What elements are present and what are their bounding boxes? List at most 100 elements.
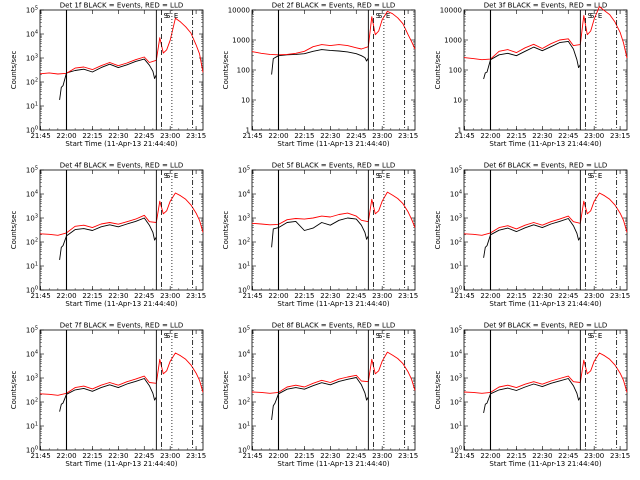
y-axis-label: Counts/sec [222, 51, 230, 90]
y-tick-label: 102 [26, 78, 38, 87]
x-tick-label: 22:15 [294, 452, 314, 460]
y-tick-label: 102 [26, 398, 38, 407]
y-tick-label: 102 [450, 238, 462, 247]
x-tick-label: 22:30 [320, 452, 340, 460]
y-tick-label: 1000 [232, 37, 250, 45]
series-events-line [271, 217, 369, 248]
y-tick-label: 105 [238, 326, 250, 335]
plot-frame [251, 169, 416, 291]
marker-annotation: S [164, 12, 169, 20]
panel-title: Det 9f BLACK = Events, RED = LLD [484, 322, 607, 330]
x-tick-label: 23:00 [584, 292, 604, 300]
series-events-line [483, 40, 581, 80]
panel-title: Det 6f BLACK = Events, RED = LLD [484, 162, 607, 170]
y-tick-label: 101 [450, 262, 462, 271]
marker-annotation: S [378, 172, 383, 180]
y-tick-label: 10000 [228, 7, 250, 15]
y-tick-label: 1 [246, 127, 250, 135]
y-tick-label: 10 [453, 97, 462, 105]
chart-panel-6: Det 6f BLACK = Events, RED = LLD 100 101 10… [434, 162, 630, 309]
x-tick-label: 23:15 [610, 292, 630, 300]
x-tick-label: 22:15 [82, 292, 102, 300]
series-lld-line [39, 352, 204, 396]
y-tick-label: 105 [238, 166, 250, 175]
y-tick-label: 103 [26, 54, 38, 63]
marker-annotation: E [386, 172, 390, 180]
x-tick-label: 23:15 [398, 132, 418, 140]
y-tick-label: 100 [238, 286, 250, 295]
y-tick-label: 101 [26, 422, 38, 431]
marker-annotation: E [598, 12, 602, 20]
panel-title: Det 1f BLACK = Events, RED = LLD [60, 2, 183, 10]
y-tick-label: 101 [26, 262, 38, 271]
x-axis-label: Start Time (11-Apr-13 21:44:40) [277, 460, 389, 468]
y-tick-label: 100 [26, 286, 38, 295]
y-tick-label: 105 [26, 166, 38, 175]
series-events-line [59, 217, 157, 260]
series-events-line [59, 58, 157, 100]
x-tick-label: 23:00 [584, 452, 604, 460]
marker-annotation: S [376, 12, 381, 20]
y-axis-label: Counts/sec [434, 371, 442, 410]
chart-panel-1: Det 1f BLACK = Events, RED = LLD 100 101 10… [10, 2, 206, 149]
series-events-line [483, 378, 581, 413]
y-tick-label: 105 [26, 326, 38, 335]
x-tick-label: 22:00 [56, 292, 76, 300]
y-tick-label: 100 [237, 67, 250, 75]
marker-annotation: S [588, 332, 593, 340]
x-tick-label: 22:00 [268, 132, 288, 140]
series-lld-line [251, 10, 416, 56]
x-tick-label: 22:15 [506, 452, 526, 460]
chart-panel-5: Det 5f BLACK = Events, RED = LLD 100 101 10… [222, 162, 418, 309]
x-tick-label: 22:30 [532, 132, 552, 140]
x-tick-label: 22:00 [268, 292, 288, 300]
y-tick-label: 104 [450, 350, 462, 359]
panel-title: Det 4f BLACK = Events, RED = LLD [60, 162, 183, 170]
y-tick-label: 102 [450, 398, 462, 407]
chart-panel-7: Det 7f BLACK = Events, RED = LLD 100 101 10… [10, 322, 206, 469]
series-events-line [483, 218, 581, 258]
plot-frame [463, 329, 628, 451]
x-axis-label: Start Time (11-Apr-13 21:44:40) [65, 140, 177, 148]
series-lld-line [251, 351, 416, 394]
x-tick-label: 22:00 [268, 452, 288, 460]
series-lld-line [251, 191, 416, 228]
y-axis-label: Counts/sec [10, 371, 18, 410]
y-axis-label: Counts/sec [434, 211, 442, 250]
x-tick-label: 23:00 [584, 132, 604, 140]
series-lld-line [463, 192, 628, 236]
y-axis-label: Counts/sec [434, 51, 442, 90]
chart-panel-8: Det 8f BLACK = Events, RED = LLD 100 101 10… [222, 322, 418, 469]
x-tick-label: 22:00 [56, 452, 76, 460]
y-tick-label: 103 [450, 214, 462, 223]
x-tick-label: 22:30 [320, 132, 340, 140]
x-tick-label: 22:15 [506, 132, 526, 140]
x-axis-label: Start Time (11-Apr-13 21:44:40) [489, 140, 601, 148]
x-tick-label: 22:00 [480, 132, 500, 140]
x-tick-label: 22:15 [294, 292, 314, 300]
marker-annotation: E [174, 172, 178, 180]
series-lld-line [39, 192, 204, 236]
y-tick-label: 100 [26, 126, 38, 135]
y-tick-label: 100 [26, 446, 38, 455]
y-tick-label: 104 [26, 350, 38, 359]
x-tick-label: 23:00 [372, 132, 392, 140]
x-tick-label: 21:45 [454, 452, 474, 460]
x-tick-label: 23:15 [610, 132, 630, 140]
x-tick-label: 22:45 [558, 132, 578, 140]
x-tick-label: 22:30 [532, 292, 552, 300]
x-tick-label: 22:00 [56, 132, 76, 140]
x-tick-label: 22:45 [134, 292, 154, 300]
y-tick-label: 104 [238, 350, 250, 359]
marker-annotation: S [164, 332, 169, 340]
x-tick-label: 23:00 [372, 292, 392, 300]
marker-annotation: S [376, 332, 381, 340]
y-tick-label: 100 [450, 286, 462, 295]
x-tick-label: 22:30 [320, 292, 340, 300]
marker-annotation: S [590, 172, 595, 180]
x-tick-label: 22:45 [134, 452, 154, 460]
y-tick-label: 103 [26, 374, 38, 383]
y-tick-label: 100 [449, 67, 462, 75]
y-tick-label: 104 [238, 190, 250, 199]
x-tick-label: 22:15 [82, 132, 102, 140]
